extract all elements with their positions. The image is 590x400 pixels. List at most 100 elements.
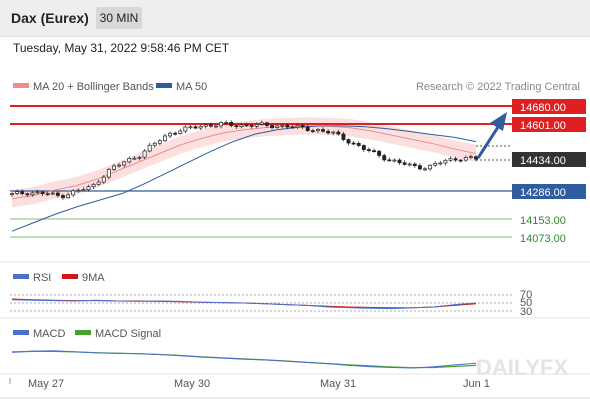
candle-body <box>214 125 218 128</box>
candle-body <box>346 139 351 144</box>
level-label-14601: 14601.00 <box>520 120 566 132</box>
candle-body <box>387 159 392 162</box>
candle-body <box>55 192 60 196</box>
candle-body <box>300 124 305 128</box>
legend-swatch-ma50 <box>156 83 172 88</box>
chart-header-bar: Dax (Eurex) 30 MIN <box>0 0 590 37</box>
candle-body <box>203 124 208 127</box>
candle-body <box>61 195 65 199</box>
x-tick-label-may30: May 30 <box>174 378 210 390</box>
candle-body <box>458 159 463 162</box>
candle-body <box>295 124 300 128</box>
forecast-arrow-head <box>490 112 507 131</box>
candle-body <box>244 124 249 127</box>
candle-body <box>372 150 376 153</box>
x-tick-label-may31: May 31 <box>320 378 356 390</box>
candle-body <box>280 124 285 127</box>
legend-label-ma20: MA 20 + Bollinger Bands <box>33 81 154 93</box>
ma20-line <box>11 125 477 200</box>
rsi-label-50: 50 <box>520 297 532 309</box>
candle-body <box>86 186 91 190</box>
macd-line <box>11 350 477 369</box>
candle-body <box>219 122 224 127</box>
rsi-label-70: 70 <box>520 289 532 301</box>
level-tag-14680 <box>512 99 586 114</box>
forecast-arrow-shaft <box>476 123 502 159</box>
candle-body <box>45 193 50 196</box>
watermark: DAILYFX <box>476 355 568 380</box>
candle-body <box>183 126 188 132</box>
candle-body <box>71 190 76 196</box>
candle-body <box>448 158 453 161</box>
candle-body <box>453 158 458 161</box>
candle-body <box>356 143 361 146</box>
candle-body <box>407 163 412 166</box>
instrument-title: Dax (Eurex) <box>11 10 89 26</box>
candle-body <box>290 126 295 129</box>
candle-body <box>193 126 198 129</box>
legend-label-macd-signal: MACD Signal <box>95 328 161 340</box>
level-tag-14286 <box>512 184 586 199</box>
level-label-14153: 14153.00 <box>520 215 566 227</box>
candle-body <box>224 122 229 124</box>
candle-body <box>468 156 473 158</box>
candle-body <box>76 189 81 192</box>
candle-body <box>163 135 167 142</box>
timeframe-button[interactable]: 30 MIN <box>96 7 142 29</box>
candle-body <box>474 156 478 160</box>
level-label-14680: 14680.00 <box>520 102 566 114</box>
bollinger-band-area <box>12 117 476 208</box>
candle-body <box>178 130 183 134</box>
candle-body <box>101 176 106 183</box>
candle-body <box>20 191 25 195</box>
candle-body <box>331 131 336 134</box>
candle-body <box>285 124 290 128</box>
level-tag-14601 <box>512 117 586 132</box>
candle-body <box>326 130 331 134</box>
level-label-14434: 14434.00 <box>520 155 566 167</box>
candle-body <box>157 140 162 144</box>
candle-body <box>402 162 407 165</box>
candle-body <box>249 125 254 127</box>
candle-body <box>152 142 157 146</box>
timestamp-label: Tuesday, May 31, 2022 9:58:46 PM CET <box>13 41 230 55</box>
candle-body <box>305 126 310 131</box>
candle-body <box>40 191 45 195</box>
candle-body <box>117 164 122 167</box>
candle-body <box>264 122 269 126</box>
candle-body <box>377 150 382 156</box>
candle-body <box>127 158 132 163</box>
candle-body <box>81 189 86 191</box>
candle-body <box>35 191 40 194</box>
candle-body <box>15 191 20 194</box>
candle-body <box>132 157 137 160</box>
candle-body <box>463 157 468 161</box>
candle-body <box>198 125 203 129</box>
candle-body <box>397 159 402 164</box>
candle-body <box>382 155 387 161</box>
candle-body <box>336 131 341 135</box>
level-tag-14434 <box>512 152 586 167</box>
candle-body <box>438 162 443 165</box>
candle-body <box>142 150 147 158</box>
candle-body <box>366 149 371 152</box>
candle-body <box>239 124 244 127</box>
candle-body <box>361 145 366 150</box>
candle-body <box>10 193 14 195</box>
candlesticks <box>10 120 478 200</box>
candle-body <box>137 156 142 159</box>
candle-body <box>66 194 71 199</box>
candle-body <box>122 161 127 166</box>
legend-swatch-rsi <box>13 274 29 279</box>
candle-body <box>310 130 315 132</box>
candle-body <box>234 125 239 127</box>
legend-swatch-9ma <box>62 274 78 279</box>
candle-body <box>112 165 116 170</box>
ma50-line <box>11 125 477 232</box>
rsi-line <box>11 299 477 310</box>
legend-label-macd: MACD <box>33 328 65 340</box>
x-tick-label-jun1: Jun 1 <box>463 378 490 390</box>
rsi-label-30: 30 <box>520 306 532 318</box>
legend-swatch-macd-signal <box>75 330 91 335</box>
